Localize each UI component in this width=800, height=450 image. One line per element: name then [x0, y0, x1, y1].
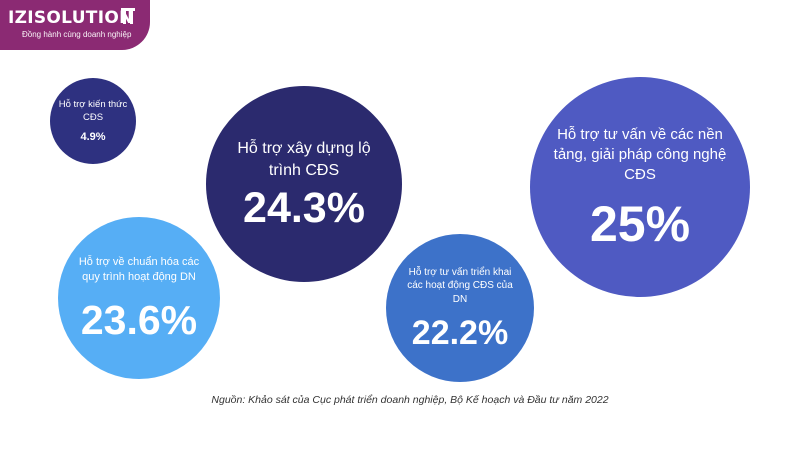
bubble-label: Hỗ trợ tư vấn về các nền tảng, giải pháp… — [553, 125, 727, 184]
bubble-quy-trinh: Hỗ trợ về chuẩn hóa các quy trình hoạt đ… — [58, 217, 220, 379]
bubble-label: Hỗ trợ tư vấn triển khai các hoạt động C… — [407, 266, 513, 305]
brand-name: IZISOLUTION — [8, 8, 134, 28]
source-note: Nguồn: Khảo sát của Cục phát triển doanh… — [211, 394, 609, 406]
bubble-kien-thuc: Hỗ trợ kiến thức CĐS 4.9% — [50, 78, 136, 164]
bubble-label: Hỗ trợ kiến thức CĐS — [58, 98, 128, 123]
brand-tagline: Đồng hành cùng doanh nghiệp — [22, 30, 132, 39]
bubble-trien-khai: Hỗ trợ tư vấn triển khai các hoạt động C… — [386, 234, 534, 382]
bubble-nen-tang: Hỗ trợ tư vấn về các nền tảng, giải pháp… — [530, 77, 750, 297]
bubble-label: Hỗ trợ về chuẩn hóa các quy trình hoạt đ… — [78, 255, 200, 283]
bubble-value: 4.9% — [80, 131, 106, 144]
bubble-value: 25% — [589, 196, 691, 253]
logo-mark-icon — [121, 8, 135, 24]
brand-logo: IZISOLUTION Đồng hành cùng doanh nghiệp — [0, 0, 150, 50]
bubble-value: 24.3% — [243, 184, 365, 233]
bubble-lo-trinh: Hỗ trợ xây dựng lộ trình CĐS 24.3% — [206, 86, 402, 282]
bubble-value: 22.2% — [411, 314, 509, 353]
bubble-label: Hỗ trợ xây dựng lộ trình CĐS — [237, 139, 371, 179]
bubble-value: 23.6% — [80, 297, 198, 344]
